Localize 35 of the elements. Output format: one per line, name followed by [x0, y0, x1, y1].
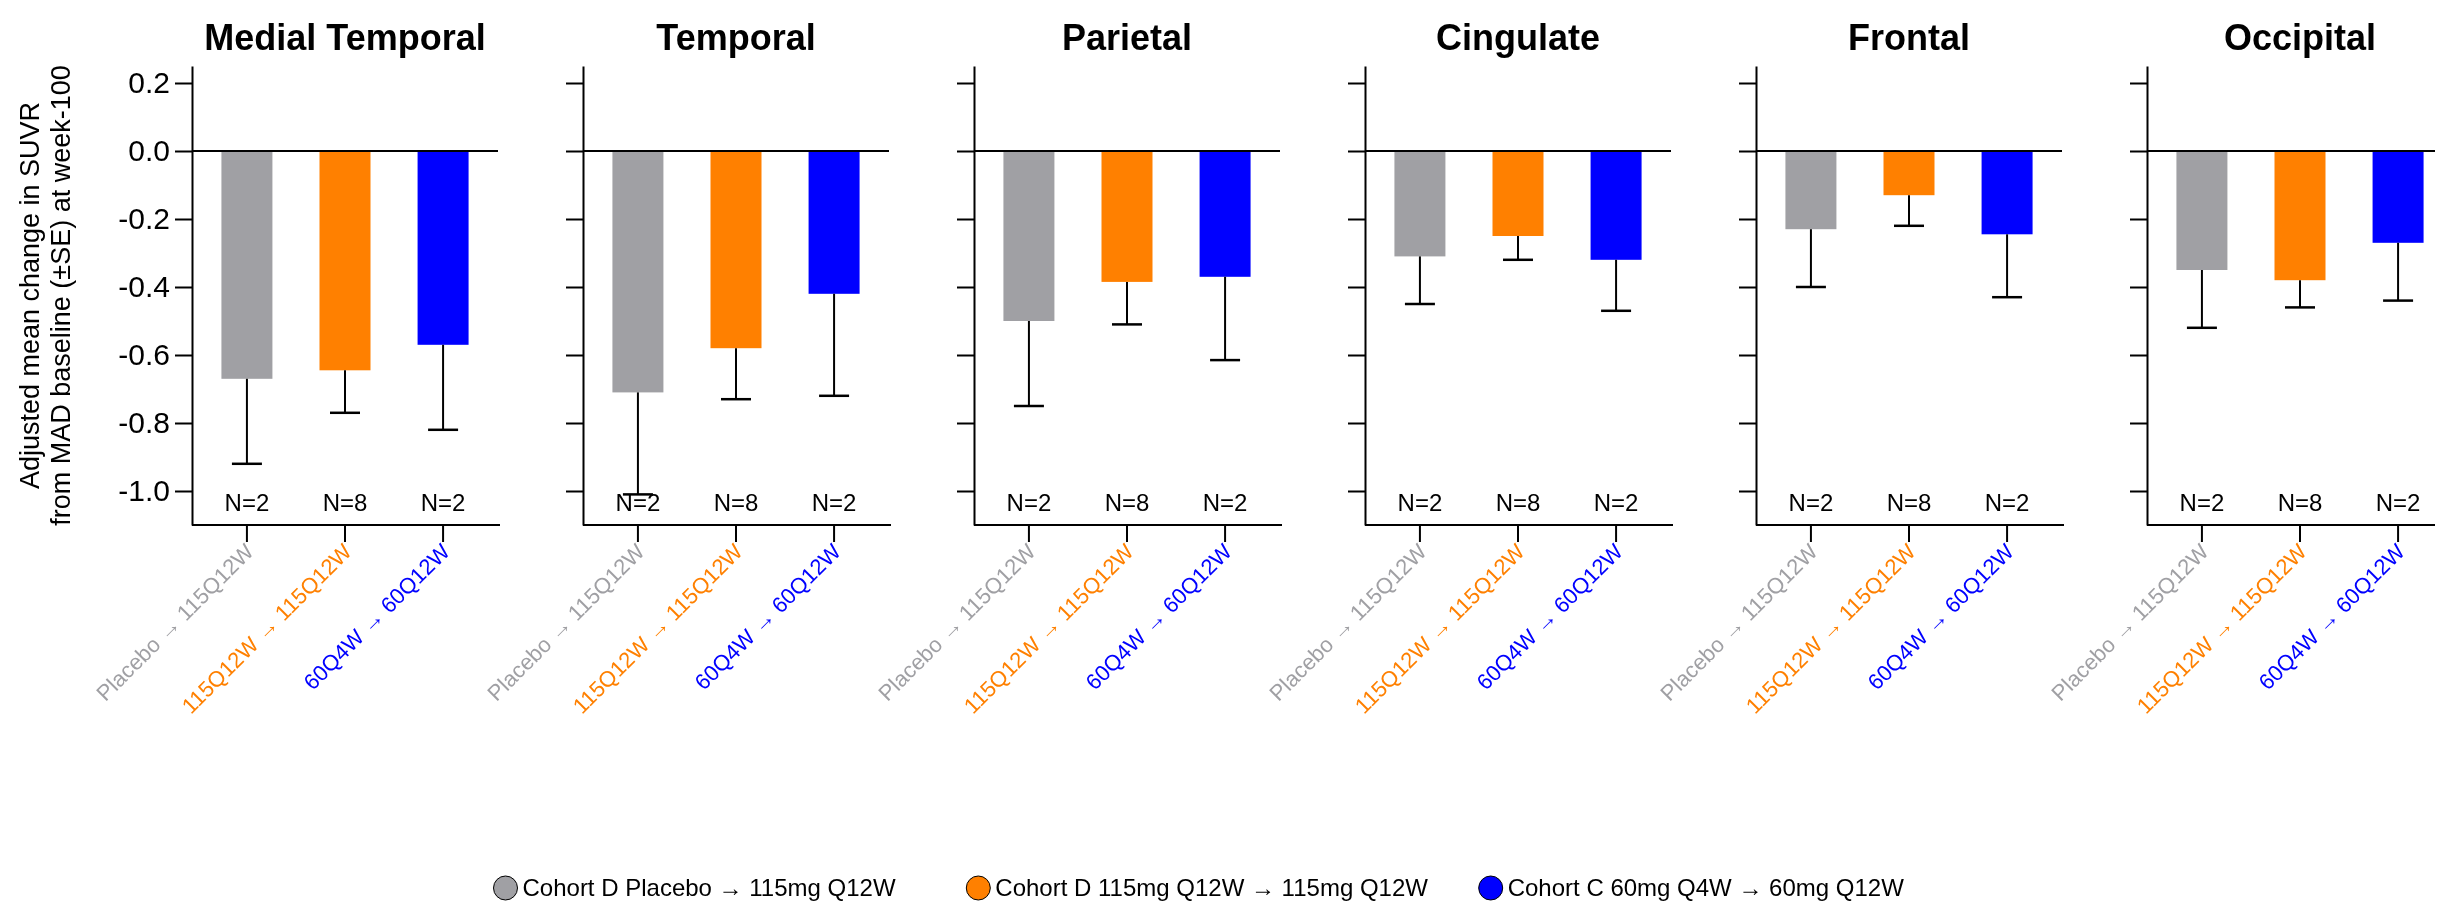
- y-tick-label: -0.4: [118, 270, 170, 304]
- legend-label: Cohort C 60mg Q4W → 60mg Q12W: [1507, 874, 1905, 902]
- annotation: N=8: [1104, 489, 1150, 517]
- annotation: N=2: [615, 489, 661, 517]
- y-tick-label: -0.8: [118, 406, 170, 440]
- y-tick-label: -0.6: [118, 338, 170, 372]
- chart-title: Temporal: [656, 17, 816, 58]
- annotation: N=2: [2375, 489, 2421, 517]
- chart-title: Cingulate: [1435, 17, 1601, 58]
- annotation: N=2: [1984, 489, 2030, 517]
- annotation: N=8: [1495, 489, 1541, 517]
- annotation: N=2: [1006, 489, 1052, 517]
- legend-label: Cohort D Placebo → 115mg Q12W: [522, 874, 896, 902]
- annotation: N=2: [1202, 489, 1248, 517]
- y-tick-label: 0.2: [128, 66, 170, 100]
- annotation: N=8: [1886, 489, 1932, 517]
- legend-label: Cohort D 115mg Q12W → 115mg Q12W: [995, 874, 1429, 902]
- chart-title: Medial Temporal: [204, 17, 486, 58]
- annotation: N=8: [2277, 489, 2323, 517]
- annotation: N=2: [1397, 489, 1443, 517]
- chart-title: Parietal: [1061, 17, 1193, 58]
- annotation: N=8: [322, 489, 368, 517]
- y-tick-label: -1.0: [118, 474, 170, 508]
- y-axis-title: Adjusted mean change in SUVR from MAD baseline (±SE) at week-100: [15, 65, 77, 526]
- y-tick-label: -0.2: [118, 202, 170, 236]
- annotation: N=2: [811, 489, 857, 517]
- chart-title: Frontal: [1848, 17, 1970, 58]
- annotation: N=8: [713, 489, 759, 517]
- annotation: N=2: [2179, 489, 2225, 517]
- y-tick-label: 0.0: [128, 134, 170, 168]
- annotation: N=2: [224, 489, 270, 517]
- annotation: N=2: [1593, 489, 1639, 517]
- annotation: N=2: [420, 489, 466, 517]
- chart-title: Occipital: [2223, 17, 2377, 58]
- annotation: N=2: [1788, 489, 1834, 517]
